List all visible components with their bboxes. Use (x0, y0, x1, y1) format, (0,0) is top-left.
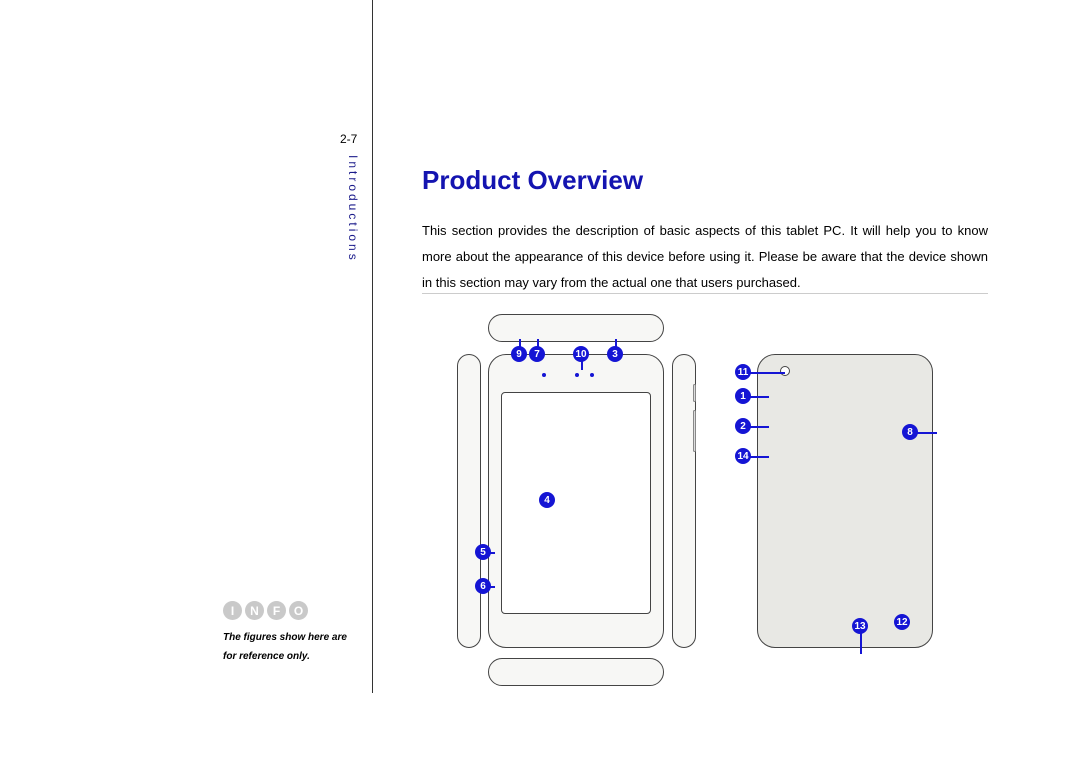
sensor-dot (590, 373, 594, 377)
callout-badge: 5 (475, 544, 491, 560)
callout-badge: 9 (511, 346, 527, 362)
callout-leader (747, 372, 785, 374)
device-bottom-edge (488, 658, 664, 686)
info-badge-letter: N (245, 601, 264, 620)
callout-badge: 3 (607, 346, 623, 362)
device-screen (501, 392, 651, 614)
page-number: 2-7 (340, 132, 357, 146)
callout-badge: 12 (894, 614, 910, 630)
callout-badge: 7 (529, 346, 545, 362)
product-diagram: 9710345611121481213 (422, 310, 988, 710)
callout-badge: 8 (902, 424, 918, 440)
page-heading: Product Overview (422, 165, 988, 196)
sensor-dot (542, 373, 546, 377)
callout-badge: 2 (735, 418, 751, 434)
callout-badge: 13 (852, 618, 868, 634)
callout-badge: 1 (735, 388, 751, 404)
info-badge-letter: O (289, 601, 308, 620)
callout-badge: 14 (735, 448, 751, 464)
main-content: Product Overview This section provides t… (422, 165, 988, 296)
info-badge-letter: F (267, 601, 286, 620)
horizontal-rule (422, 293, 988, 294)
vertical-separator (372, 0, 373, 693)
body-paragraph: This section provides the description of… (422, 218, 988, 296)
callout-leader (915, 432, 937, 434)
device-side-button (693, 410, 696, 452)
device-back (757, 354, 933, 648)
device-side-button (693, 384, 696, 402)
device-top-edge (488, 314, 664, 342)
footnote-text: The figures show here are for reference … (223, 628, 363, 666)
info-badge: I N F O (223, 601, 308, 620)
callout-badge: 11 (735, 364, 751, 380)
callout-badge: 10 (573, 346, 589, 362)
info-badge-letter: I (223, 601, 242, 620)
sensor-dot (575, 373, 579, 377)
callout-badge: 4 (539, 492, 555, 508)
side-section-title: Introductions (346, 155, 360, 263)
callout-badge: 6 (475, 578, 491, 594)
device-camera (780, 366, 790, 376)
device-left-edge (457, 354, 481, 648)
